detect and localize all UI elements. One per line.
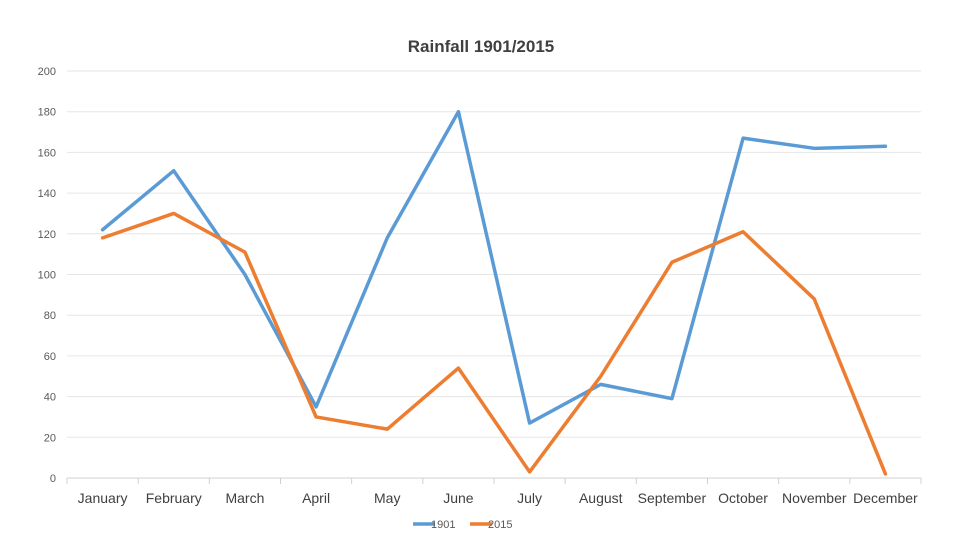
x-tick-label: August: [579, 490, 623, 506]
x-tick-label: January: [78, 490, 128, 506]
y-axis-ticks: 0 20 40 60 80 100 120 140 160 180 200: [38, 66, 56, 485]
y-tick-label: 200: [38, 66, 56, 78]
y-tick-label: 160: [38, 147, 56, 159]
x-tick-label: July: [517, 490, 542, 506]
x-tick-label: February: [146, 490, 202, 506]
y-tick-label: 60: [44, 351, 56, 363]
y-tick-label: 100: [38, 270, 56, 282]
legend: 1901 2015: [413, 519, 512, 531]
x-tick-label: March: [225, 490, 264, 506]
series-line-1901: [100, 109, 888, 425]
x-tick-label: November: [782, 490, 847, 506]
legend-label: 2015: [488, 519, 512, 531]
chart-title: Rainfall 1901/2015: [408, 37, 554, 56]
x-tick-label: December: [853, 490, 918, 506]
x-tick-label: April: [302, 490, 330, 506]
x-tick-label: May: [374, 490, 400, 506]
series-line-2015: [100, 211, 888, 476]
y-tick-label: 140: [38, 188, 56, 200]
x-tick-label: October: [718, 490, 768, 506]
y-tick-label: 0: [50, 473, 56, 485]
y-tick-label: 80: [44, 310, 56, 322]
y-tick-label: 180: [38, 107, 56, 119]
series-lines: [100, 109, 888, 476]
legend-label: 1901: [431, 519, 455, 531]
y-tick-label: 40: [44, 392, 56, 404]
y-tick-label: 120: [38, 229, 56, 241]
x-tick-label: September: [638, 490, 707, 506]
x-tick-label: June: [443, 490, 474, 506]
y-tick-label: 20: [44, 432, 56, 444]
x-axis-ticks: January February March April May June July Augu…: [78, 490, 918, 506]
